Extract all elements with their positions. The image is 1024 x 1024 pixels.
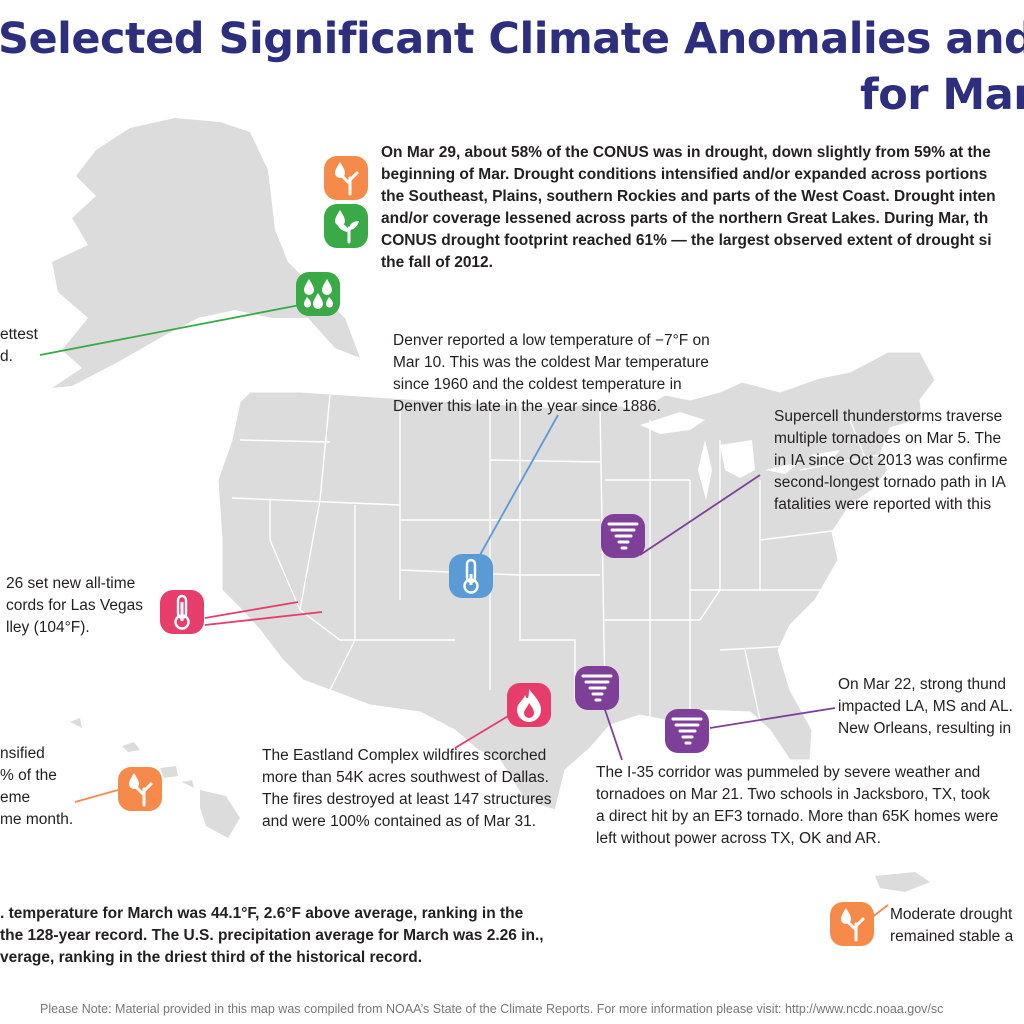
- puerto-rico-island: [875, 872, 930, 892]
- thermometer-heat-icon: [160, 590, 204, 634]
- annotation-i35-tornadoes: The I-35 corridor was pummeled by severe…: [596, 764, 999, 847]
- annotation-drought-conus: On Mar 29, about 58% of the CONUS was in…: [381, 144, 996, 271]
- footer-note: Please Note: Material provided in this m…: [40, 1002, 944, 1016]
- hawaii-islands: [70, 718, 240, 838]
- state-borders: [231, 394, 881, 721]
- drought-icon: [830, 902, 874, 946]
- heavy-rain-icon: [296, 272, 340, 316]
- annotation-hawaii-drought: nsified % of the eme me month.: [0, 745, 74, 828]
- annotation-alaska-wet: ettest d.: [0, 326, 38, 365]
- page-title-line-2: for Marc: [860, 70, 1024, 120]
- leader-lines: [39, 304, 889, 926]
- annotation-denver-cold: Denver reported a low temperature of −7°…: [393, 332, 710, 415]
- thermometer-cold-icon: [449, 554, 493, 598]
- annotation-las-vegas-heat: 26 set new all-time cords for Las Vegas …: [6, 575, 143, 636]
- annotation-puerto-rico-drought: Moderate drought remained stable a: [890, 906, 1014, 945]
- tornado-icon: [575, 666, 619, 710]
- contiguous-us-landmass: [217, 351, 936, 811]
- drought-icon: [118, 767, 162, 811]
- drought-icon: [324, 156, 368, 200]
- drought-improvement-icon: [324, 204, 368, 248]
- wildfire-icon: [507, 683, 551, 727]
- tornado-icon: [665, 709, 709, 753]
- page-title-line-1: Selected Significant Climate Anomalies a…: [0, 14, 1024, 64]
- annotation-iowa-tornado: Supercell thunderstorms traverse multipl…: [774, 408, 1008, 513]
- annotation-conus-summary: . temperature for March was 44.1°F, 2.6°…: [0, 905, 544, 966]
- tornado-icon: [601, 514, 645, 558]
- great-lakes: [640, 412, 840, 500]
- annotation-new-orleans-storms: On Mar 22, strong thund impacted LA, MS …: [838, 676, 1013, 737]
- alaska-landmass: [52, 118, 360, 388]
- annotation-eastland-wildfire: The Eastland Complex wildfires scorched …: [262, 747, 552, 830]
